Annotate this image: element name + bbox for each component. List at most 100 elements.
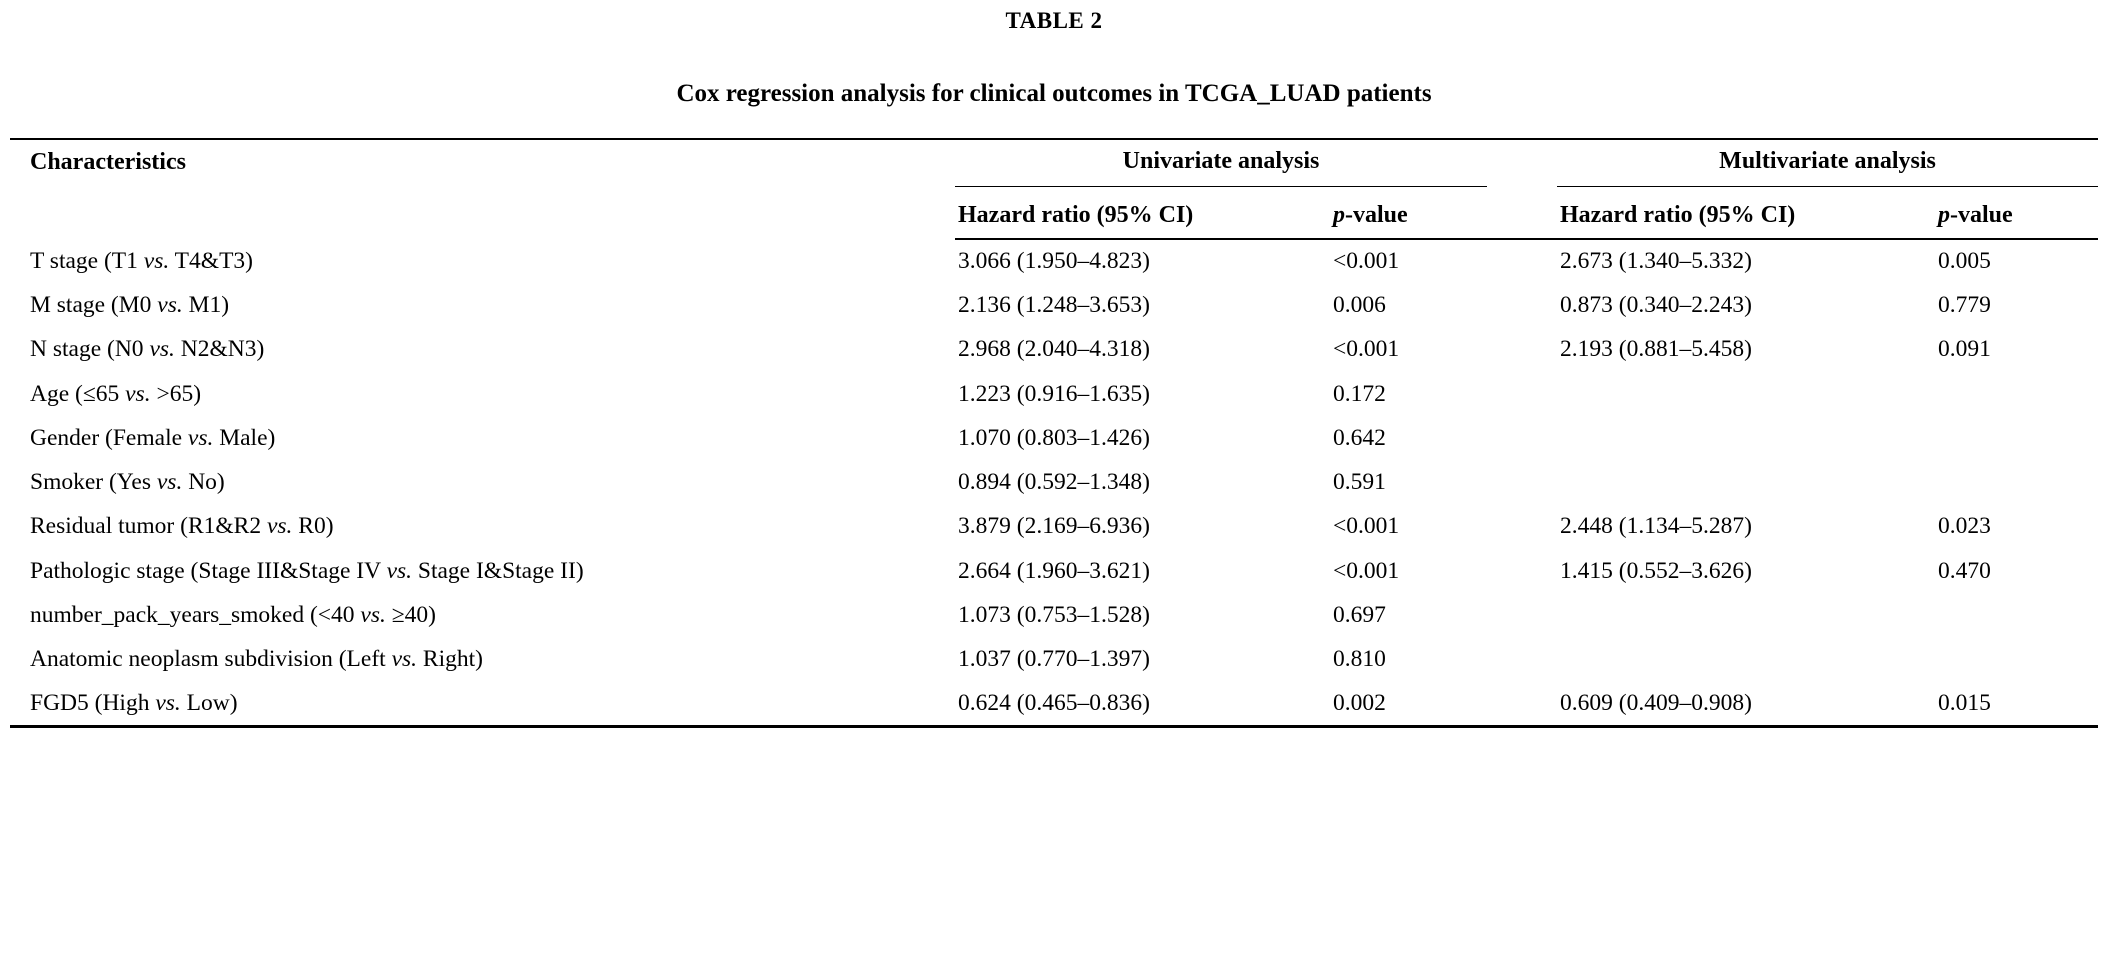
characteristic-cell: Age (≤65 vs. >65) (10, 372, 955, 416)
multivariate-hazard-ratio-cell (1557, 416, 1935, 460)
column-header-multi-p-value: p-value (1935, 187, 2098, 240)
multivariate-hazard-ratio-cell: 0.873 (0.340–2.243) (1560, 291, 1752, 318)
multivariate-p-value-cell (1935, 638, 2098, 682)
characteristic-vs: vs. (156, 469, 183, 496)
characteristic-vs: vs. (149, 336, 175, 363)
characteristic-pre: Age (≤65 (30, 380, 126, 407)
univariate-p-value-cell: 0.697 (1333, 602, 1386, 629)
multivariate-p-value-cell: 0.779 (1938, 291, 1991, 318)
sub-header-row: Hazard ratio (95% CI) p-value Hazard rat… (10, 187, 2098, 240)
table-row: number_pack_years_smoked (<40 vs. ≥40) 1… (10, 593, 2098, 637)
multivariate-p-value-cell: 0.023 (1938, 513, 1991, 540)
p-value-rest: -value (1950, 202, 2013, 228)
table-row: Anatomic neoplasm subdivision (Left vs. … (10, 638, 2098, 682)
characteristic-post: No) (182, 469, 225, 496)
characteristic-cell: Smoker (Yes vs. No) (10, 460, 955, 504)
table-row: Smoker (Yes vs. No) 0.894 (0.592–1.348) … (10, 460, 2098, 504)
univariate-hazard-ratio-cell: 3.066 (1.950–4.823) (958, 248, 1150, 275)
univariate-p-value-cell: 0.642 (1333, 424, 1386, 451)
characteristic-pre: number_pack_years_smoked (<40 (30, 602, 361, 629)
multivariate-p-value-cell: 0.005 (1938, 248, 1991, 275)
characteristic-cell: T stage (T1 vs. T4&T3) (10, 239, 955, 283)
column-header-characteristics: Characteristics (30, 149, 186, 175)
multivariate-hazard-ratio-cell: 2.448 (1.134–5.287) (1560, 513, 1752, 540)
table-row: Gender (Female vs. Male) 1.070 (0.803–1.… (10, 416, 2098, 460)
characteristic-pre: FGD5 (High (30, 689, 156, 716)
table-row: Pathologic stage (Stage III&Stage IV vs.… (10, 549, 2098, 593)
column-group-multivariate: Multivariate analysis (1557, 139, 2098, 187)
multivariate-hazard-ratio-cell: 2.193 (0.881–5.458) (1560, 336, 1752, 363)
multivariate-p-value-cell (1935, 416, 2098, 460)
column-group-multivariate-label: Multivariate analysis (1557, 148, 2098, 187)
univariate-p-value-cell: 0.002 (1333, 689, 1386, 716)
characteristic-cell: Gender (Female vs. Male) (10, 416, 955, 460)
univariate-p-value-cell: 0.172 (1333, 380, 1386, 407)
multivariate-p-value-cell (1935, 460, 2098, 504)
univariate-p-value-cell: <0.001 (1333, 557, 1400, 584)
characteristic-post: M1) (182, 291, 230, 318)
characteristic-vs: vs. (155, 689, 181, 716)
column-group-univariate: Univariate analysis (955, 139, 1557, 187)
univariate-p-value-cell: 0.810 (1333, 646, 1386, 673)
table-row: M stage (M0 vs. M1) 2.136 (1.248–3.653) … (10, 283, 2098, 327)
characteristic-cell: Residual tumor (R1&R2 vs. R0) (10, 505, 955, 549)
table-row: Residual tumor (R1&R2 vs. R0) 3.879 (2.1… (10, 505, 2098, 549)
p-value-rest: -value (1345, 202, 1408, 228)
table-caption: Cox regression analysis for clinical out… (676, 80, 1432, 107)
characteristic-pre: N stage (N0 (30, 336, 150, 363)
table-row: FGD5 (High vs. Low) 0.624 (0.465–0.836) … (10, 682, 2098, 726)
characteristic-pre: Pathologic stage (Stage III&Stage IV (30, 557, 387, 584)
univariate-hazard-ratio-cell: 2.664 (1.960–3.621) (958, 557, 1150, 584)
characteristic-pre: Smoker (Yes (30, 469, 157, 496)
univariate-hazard-ratio-cell: 1.070 (0.803–1.426) (958, 424, 1150, 451)
multivariate-hazard-ratio-cell (1557, 638, 1935, 682)
characteristic-pre: T stage (T1 (30, 247, 144, 274)
column-header-uni-p-value: p-value (1330, 187, 1557, 240)
characteristic-pre: M stage (M0 (30, 291, 158, 318)
univariate-hazard-ratio-cell: 1.073 (0.753–1.528) (958, 602, 1150, 629)
characteristic-pre: Gender (Female (30, 424, 188, 451)
characteristic-cell: N stage (N0 vs. N2&N3) (10, 328, 955, 372)
characteristic-pre: Residual tumor (R1&R2 (30, 513, 267, 540)
multivariate-hazard-ratio-cell: 1.415 (0.552–3.626) (1560, 557, 1752, 584)
cox-regression-table: Characteristics Univariate analysis Mult… (10, 138, 2098, 728)
table-row: T stage (T1 vs. T4&T3) 3.066 (1.950–4.82… (10, 239, 2098, 283)
characteristic-post: T4&T3) (169, 247, 253, 274)
characteristic-vs: vs. (266, 513, 293, 540)
univariate-hazard-ratio-cell: 0.894 (0.592–1.348) (958, 469, 1150, 496)
characteristic-cell: M stage (M0 vs. M1) (10, 283, 955, 327)
column-header-multi-hazard-ratio: Hazard ratio (95% CI) (1557, 187, 1935, 240)
table-row: Age (≤65 vs. >65) 1.223 (0.916–1.635) 0.… (10, 372, 2098, 416)
univariate-hazard-ratio-cell: 1.037 (0.770–1.397) (958, 646, 1150, 673)
characteristic-post: >65) (150, 380, 202, 407)
characteristic-post: Stage I&Stage II) (412, 557, 584, 584)
multivariate-p-value-cell: 0.091 (1938, 336, 1991, 363)
table-2-container: TABLE 2 Cox regression analysis for clin… (10, 8, 2098, 728)
p-value-italic-p: p (1938, 202, 1950, 228)
multivariate-hazard-ratio-cell (1557, 372, 1935, 416)
characteristic-vs: vs. (143, 247, 170, 274)
univariate-hazard-ratio-cell: 2.968 (2.040–4.318) (958, 336, 1150, 363)
characteristic-vs: vs. (125, 380, 151, 407)
univariate-p-value-cell: <0.001 (1333, 336, 1400, 363)
univariate-p-value-cell: 0.591 (1333, 469, 1386, 496)
characteristic-post: Low) (180, 689, 238, 716)
characteristic-post: ≥40) (385, 602, 436, 629)
p-value-italic-p: p (1333, 202, 1345, 228)
characteristic-vs: vs. (360, 602, 386, 629)
univariate-hazard-ratio-cell: 2.136 (1.248–3.653) (958, 291, 1150, 318)
univariate-p-value-cell: <0.001 (1333, 248, 1400, 275)
multivariate-p-value-cell (1935, 593, 2098, 637)
multivariate-hazard-ratio-cell (1557, 593, 1935, 637)
univariate-hazard-ratio-cell: 1.223 (0.916–1.635) (958, 380, 1150, 407)
multivariate-p-value-cell (1935, 372, 2098, 416)
characteristic-vs: vs. (157, 291, 183, 318)
univariate-p-value-cell: <0.001 (1333, 513, 1400, 540)
characteristic-post: R0) (292, 513, 334, 540)
column-group-univariate-label: Univariate analysis (955, 148, 1487, 187)
multivariate-hazard-ratio-cell: 2.673 (1.340–5.332) (1560, 248, 1752, 275)
characteristic-post: Right) (417, 646, 483, 673)
multivariate-hazard-ratio-cell (1557, 460, 1935, 504)
univariate-p-value-cell: 0.006 (1333, 291, 1386, 318)
group-header-row: Characteristics Univariate analysis Mult… (10, 139, 2098, 187)
